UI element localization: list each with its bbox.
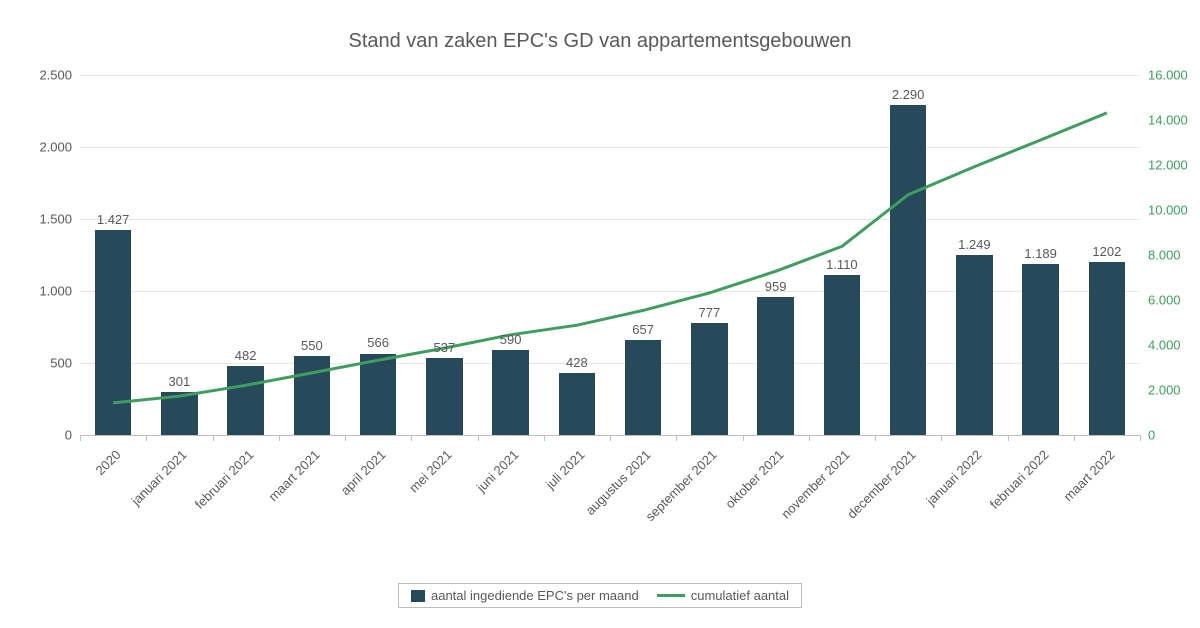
bar-value-label: 537 xyxy=(434,340,456,355)
bar-value-label: 550 xyxy=(301,338,323,353)
x-tick xyxy=(610,435,611,441)
x-tick xyxy=(345,435,346,441)
y2-axis-label: 10.000 xyxy=(1148,203,1198,218)
legend-item-bars: aantal ingediende EPC's per maand xyxy=(411,588,639,603)
chart-title: Stand van zaken EPC's GD van appartement… xyxy=(0,30,1200,53)
y1-axis-label: 0 xyxy=(12,428,72,443)
x-tick xyxy=(1140,435,1141,441)
y2-axis-label: 6.000 xyxy=(1148,293,1198,308)
cumulative-polyline xyxy=(113,113,1107,403)
x-tick xyxy=(875,435,876,441)
y2-axis-label: 12.000 xyxy=(1148,158,1198,173)
bar-value-label: 777 xyxy=(699,305,721,320)
bar-value-label: 1.189 xyxy=(1024,246,1057,261)
x-tick xyxy=(213,435,214,441)
y2-axis-label: 16.000 xyxy=(1148,68,1198,83)
x-tick xyxy=(279,435,280,441)
x-tick xyxy=(478,435,479,441)
bar-value-label: 482 xyxy=(235,348,257,363)
x-tick xyxy=(1074,435,1075,441)
bar-value-label: 428 xyxy=(566,355,588,370)
x-tick xyxy=(743,435,744,441)
y2-axis-label: 0 xyxy=(1148,428,1198,443)
legend-item-line: cumulatief aantal xyxy=(657,588,789,603)
x-tick xyxy=(941,435,942,441)
bar-swatch-icon xyxy=(411,590,425,602)
x-tick xyxy=(1008,435,1009,441)
x-tick xyxy=(146,435,147,441)
bar-value-label: 1.249 xyxy=(958,237,991,252)
bar-value-label: 657 xyxy=(632,322,654,337)
bar-value-label: 566 xyxy=(367,335,389,350)
x-tick xyxy=(809,435,810,441)
y1-axis-label: 1.000 xyxy=(12,284,72,299)
y1-axis-label: 500 xyxy=(12,356,72,371)
x-tick xyxy=(676,435,677,441)
y2-axis-label: 4.000 xyxy=(1148,338,1198,353)
bar-value-label: 959 xyxy=(765,279,787,294)
y2-axis-label: 14.000 xyxy=(1148,113,1198,128)
cumulative-line xyxy=(80,75,1140,435)
legend-line-label: cumulatief aantal xyxy=(691,588,789,603)
bar-value-label: 301 xyxy=(169,374,191,389)
y1-axis-label: 2.000 xyxy=(12,140,72,155)
bar-value-label: 1.427 xyxy=(97,212,130,227)
y1-axis-label: 2.500 xyxy=(12,68,72,83)
legend-bar-label: aantal ingediende EPC's per maand xyxy=(431,588,639,603)
bar-value-label: 590 xyxy=(500,332,522,347)
bar-value-label: 2.290 xyxy=(892,87,925,102)
chart-container: Stand van zaken EPC's GD van appartement… xyxy=(0,0,1200,628)
x-tick xyxy=(544,435,545,441)
bar-value-label: 1202 xyxy=(1092,244,1121,259)
y2-axis-label: 2.000 xyxy=(1148,383,1198,398)
y2-axis-label: 8.000 xyxy=(1148,248,1198,263)
y1-axis-label: 1.500 xyxy=(12,212,72,227)
bar-value-label: 1.110 xyxy=(826,257,858,272)
legend: aantal ingediende EPC's per maand cumula… xyxy=(398,583,802,608)
x-tick xyxy=(411,435,412,441)
line-swatch-icon xyxy=(657,594,685,597)
x-tick xyxy=(80,435,81,441)
